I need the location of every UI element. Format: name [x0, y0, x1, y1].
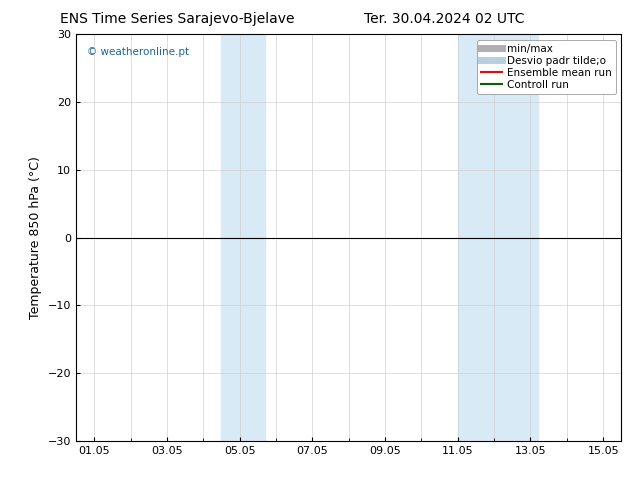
Bar [458, 34, 538, 441]
Bar [221, 34, 265, 441]
Y-axis label: Temperature 850 hPa (°C): Temperature 850 hPa (°C) [29, 156, 42, 319]
Text: © weatheronline.pt: © weatheronline.pt [87, 47, 189, 56]
Text: Ter. 30.04.2024 02 UTC: Ter. 30.04.2024 02 UTC [363, 12, 524, 26]
Text: ENS Time Series Sarajevo-Bjelave: ENS Time Series Sarajevo-Bjelave [60, 12, 295, 26]
Legend: min/max, Desvio padr tilde;o, Ensemble mean run, Controll run: min/max, Desvio padr tilde;o, Ensemble m… [477, 40, 616, 94]
